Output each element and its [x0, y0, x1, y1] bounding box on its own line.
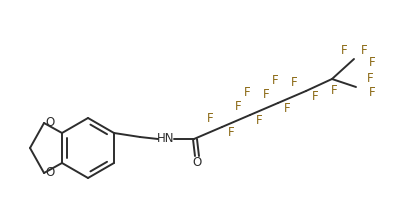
Text: F: F	[256, 114, 262, 128]
Text: F: F	[284, 103, 290, 116]
Text: F: F	[291, 76, 297, 88]
Text: F: F	[207, 112, 213, 124]
Text: O: O	[45, 166, 55, 179]
Text: O: O	[192, 156, 202, 170]
Text: F: F	[244, 86, 250, 99]
Text: F: F	[272, 74, 278, 88]
Text: F: F	[369, 57, 375, 69]
Text: F: F	[228, 126, 234, 139]
Text: O: O	[45, 116, 55, 130]
Text: F: F	[367, 72, 373, 86]
Text: F: F	[262, 88, 269, 101]
Text: F: F	[369, 86, 375, 99]
Text: F: F	[312, 91, 318, 103]
Text: F: F	[361, 44, 368, 57]
Text: F: F	[331, 84, 337, 97]
Text: F: F	[341, 44, 347, 57]
Text: HN: HN	[157, 133, 175, 145]
Text: F: F	[235, 99, 242, 112]
